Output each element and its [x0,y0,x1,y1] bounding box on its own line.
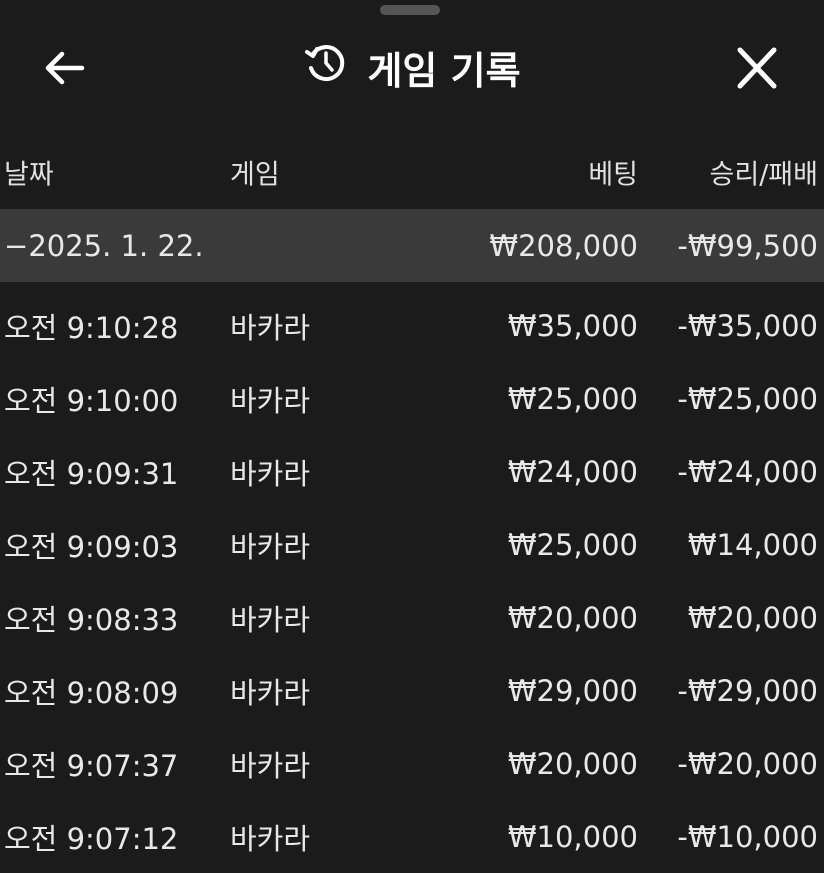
table-row[interactable]: 오전 9:07:12 바카라 ₩10,000 -₩10,000 [0,800,824,873]
row-time: 오전 9:10:28 [4,310,179,345]
column-result[interactable]: 승리/패배 [709,159,818,191]
row-result: -₩10,000 [677,819,818,854]
column-bet[interactable]: 베팅 [588,159,638,191]
row-time: 오전 9:08:33 [4,602,179,637]
row-result: -₩29,000 [677,673,818,708]
row-bet: ₩20,000 [507,600,638,635]
row-bet: ₩29,000 [507,673,638,708]
row-bet: ₩25,000 [507,381,638,416]
title-text: 게임 기록 [367,49,521,93]
history-icon [303,40,349,95]
row-game: 바카라 [230,748,311,783]
table-row[interactable]: 오전 9:09:03 바카라 ₩25,000 ₩14,000 [0,508,824,581]
row-time: 오전 9:09:03 [4,529,179,564]
row-result: -₩24,000 [677,454,818,489]
row-bet: ₩24,000 [507,454,638,489]
group-result-total: -₩99,500 [677,228,818,263]
row-game: 바카라 [230,602,311,637]
table-row[interactable]: 오전 9:10:28 바카라 ₩35,000 -₩35,000 [0,289,824,362]
collapse-toggle[interactable]: − [4,228,29,263]
row-time: 오전 9:10:00 [4,383,179,418]
group-bet-total: ₩208,000 [489,228,638,263]
table-row[interactable]: 오전 9:08:09 바카라 ₩29,000 -₩29,000 [0,654,824,727]
table-row[interactable]: 오전 9:08:33 바카라 ₩20,000 ₩20,000 [0,581,824,654]
row-result: -₩35,000 [677,308,818,343]
table-row[interactable]: 오전 9:09:31 바카라 ₩24,000 -₩24,000 [0,435,824,508]
row-result: ₩20,000 [687,600,818,635]
table-row[interactable]: 오전 9:07:37 바카라 ₩20,000 -₩20,000 [0,727,824,800]
row-time: 오전 9:09:31 [4,456,179,491]
row-time: 오전 9:07:37 [4,748,179,783]
drag-handle[interactable] [380,5,440,15]
row-time: 오전 9:08:09 [4,675,179,710]
column-game[interactable]: 게임 [230,159,280,191]
row-game: 바카라 [230,383,311,418]
row-bet: ₩10,000 [507,819,638,854]
column-date[interactable]: 날짜 [4,159,54,191]
row-game: 바카라 [230,821,311,856]
row-time: 오전 9:07:12 [4,821,179,856]
row-bet: ₩25,000 [507,527,638,562]
page-title: 게임 기록 [0,40,824,95]
column-headers: 날짜 게임 베팅 승리/패배 [0,150,824,194]
row-game: 바카라 [230,675,311,710]
group-date: −2025. 1. 22. [4,228,204,263]
row-game: 바카라 [230,456,311,491]
row-game: 바카라 [230,310,311,345]
row-result: ₩14,000 [687,527,818,562]
row-bet: ₩35,000 [507,308,638,343]
arrow-left-icon[interactable] [40,48,88,88]
close-icon[interactable] [734,46,780,90]
row-result: -₩25,000 [677,381,818,416]
date-group-row[interactable]: −2025. 1. 22. ₩208,000 -₩99,500 [0,209,824,282]
header: 게임 기록 [0,30,824,106]
row-result: -₩20,000 [677,746,818,781]
row-bet: ₩20,000 [507,746,638,781]
row-game: 바카라 [230,529,311,564]
table-row[interactable]: 오전 9:10:00 바카라 ₩25,000 -₩25,000 [0,362,824,435]
